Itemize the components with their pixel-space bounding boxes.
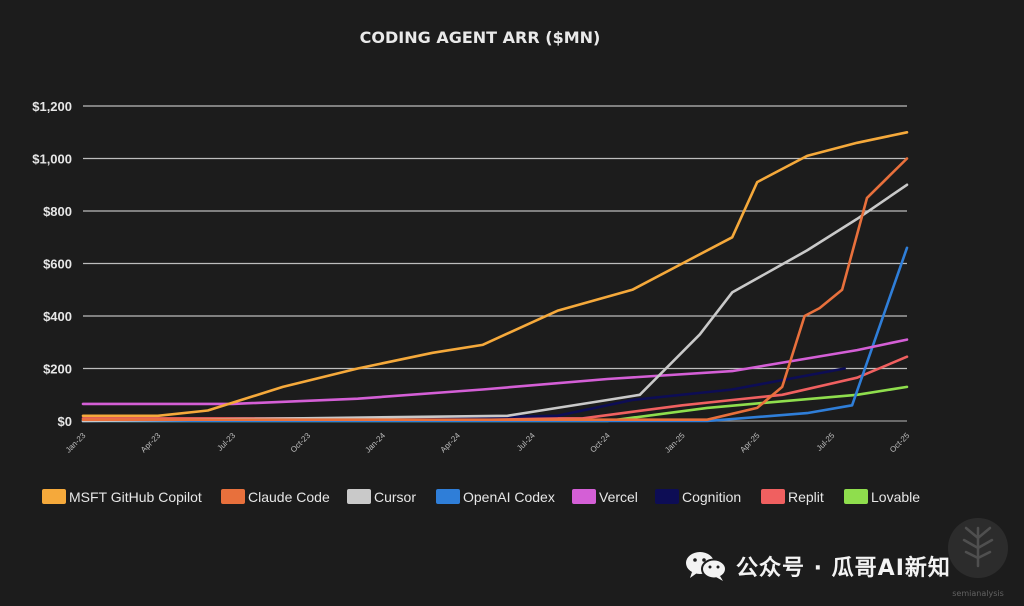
watermark-text: 公众号 · 瓜哥AI新知	[736, 556, 951, 581]
wechat-icon	[686, 552, 727, 581]
legend: MSFT GitHub Copilot Claude Code Cursor Open…	[42, 489, 920, 505]
y-tick-label: $0	[58, 414, 72, 429]
y-tick-label: $400	[43, 309, 72, 324]
legend-label-replit: Replit	[788, 489, 824, 505]
series-line-replit	[81, 355, 909, 420]
y-tick-label: $200	[43, 362, 72, 377]
legend-label-msft-github-copilot: MSFT GitHub Copilot	[69, 489, 202, 505]
legend-label-vercel: Vercel	[599, 489, 638, 505]
legend-swatch-lovable	[844, 489, 868, 504]
chart-title: CODING AGENT ARR ($MN)	[360, 28, 601, 47]
legend-swatch-cursor	[347, 489, 371, 504]
legend-swatch-openai-codex	[436, 489, 460, 504]
legend-swatch-claude-code	[221, 489, 245, 504]
y-tick-label: $1,000	[32, 152, 72, 167]
brand-label: semianalysis	[952, 589, 1004, 598]
gridlines	[83, 105, 907, 422]
y-tick-label: $1,200	[32, 99, 72, 114]
brand-icon	[948, 518, 1008, 578]
legend-label-openai-codex: OpenAI Codex	[463, 489, 555, 505]
y-axis-ticks: $0 $200 $400 $600 $800 $1,000 $1,200	[32, 99, 72, 429]
legend-label-claude-code: Claude Code	[248, 489, 330, 505]
series-line-claude-code	[81, 157, 909, 422]
legend-swatch-msft-github-copilot	[42, 489, 66, 504]
semianalysis-logo: semianalysis	[944, 514, 1012, 598]
legend-swatch-replit	[761, 489, 785, 504]
legend-label-cognition: Cognition	[682, 489, 741, 505]
y-tick-label: $600	[43, 257, 72, 272]
legend-label-lovable: Lovable	[871, 489, 920, 505]
series-lines	[81, 131, 909, 423]
series-line-msft-github-copilot	[81, 131, 909, 418]
series-line-vercel	[81, 338, 909, 406]
legend-swatch-cognition	[655, 489, 679, 504]
wechat-watermark: 公众号 · 瓜哥AI新知	[684, 546, 951, 586]
series-line-cursor	[81, 183, 909, 423]
legend-label-cursor: Cursor	[374, 489, 416, 505]
legend-swatch-vercel	[572, 489, 596, 504]
y-tick-label: $800	[43, 204, 72, 219]
